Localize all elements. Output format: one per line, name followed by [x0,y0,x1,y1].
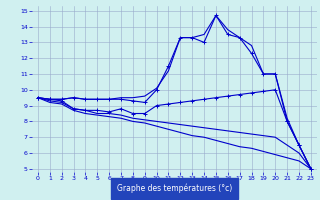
X-axis label: Graphe des températures (°c): Graphe des températures (°c) [117,184,232,193]
